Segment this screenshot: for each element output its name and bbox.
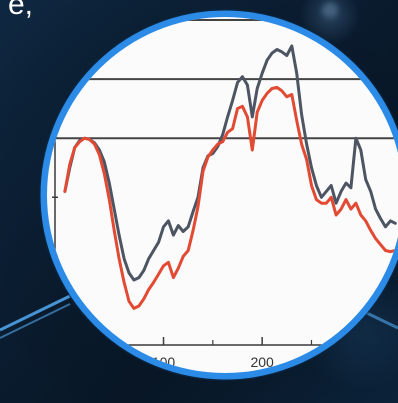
x-tick-label: 200	[250, 354, 274, 370]
lens-ring-front	[41, 11, 398, 379]
beam-left-1	[0, 294, 71, 332]
beam-left-2	[0, 303, 71, 339]
series-line-2	[63, 85, 397, 310]
series-layer	[63, 44, 397, 310]
background-star	[322, 2, 338, 18]
corner-text: e,	[8, 0, 33, 21]
series-line-1	[63, 44, 397, 282]
